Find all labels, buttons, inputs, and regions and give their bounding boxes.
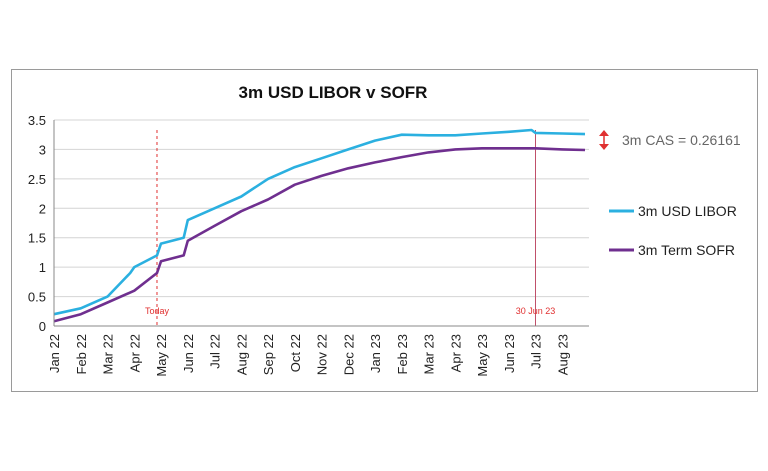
spread-label: 3m CAS = 0.26161 xyxy=(622,132,741,148)
x-tick-label: Sep 22 xyxy=(261,334,276,375)
x-tick-label: Jan 22 xyxy=(47,334,62,373)
legend-label: 3m Term SOFR xyxy=(638,242,735,258)
x-tick-label: Nov 22 xyxy=(315,334,330,375)
y-tick-label: 2 xyxy=(39,201,46,216)
x-tick-label: Jul 23 xyxy=(529,334,544,369)
legend: 3m USD LIBOR 3m Term SOFR xyxy=(609,203,737,258)
y-tick-label: 1 xyxy=(39,260,46,275)
legend-label: 3m USD LIBOR xyxy=(638,203,737,219)
chart-frame: 3m USD LIBOR v SOFR Today 30 Jun 23 0 0.5 1… xyxy=(11,69,758,392)
chart: 3m USD LIBOR v SOFR Today 30 Jun 23 0 0.5 1… xyxy=(28,83,741,377)
gridlines xyxy=(54,119,589,298)
series-lines xyxy=(53,128,586,323)
x-tick-label: Jan 23 xyxy=(368,334,383,373)
x-tick-label: Mar 23 xyxy=(422,334,437,374)
annotations: Today 30 Jun 23 xyxy=(145,130,555,326)
x-tick-label: Jun 23 xyxy=(502,334,517,373)
x-tick-label: Mar 22 xyxy=(101,334,116,374)
axes: 0 0.5 1 1.5 2 2.5 3 3.5 Jan 22 Feb 22 Mar 22 Apr 22… xyxy=(28,113,589,377)
x-tick-label: May 23 xyxy=(475,334,490,377)
x-tick-label: Jun 22 xyxy=(181,334,196,373)
x-tick-label: Dec 22 xyxy=(341,334,356,375)
spread-arrow-down xyxy=(599,144,609,150)
series-line xyxy=(53,147,586,323)
x-tick-label: Oct 22 xyxy=(288,334,303,372)
y-tick-label: 2.5 xyxy=(28,172,46,187)
x-tick-label: Feb 23 xyxy=(395,334,410,374)
x-tick-label: Aug 22 xyxy=(234,334,249,375)
x-tick-label: May 22 xyxy=(154,334,169,377)
y-tick-label: 3.5 xyxy=(28,113,46,128)
y-tick-label: 0 xyxy=(39,319,46,334)
x-tick-label: Feb 22 xyxy=(74,334,89,374)
annotation-label: Today xyxy=(145,306,170,316)
x-tick-label: Apr 22 xyxy=(127,334,142,372)
x-tick-label: Apr 23 xyxy=(448,334,463,372)
y-tick-label: 1.5 xyxy=(28,231,46,246)
spread-arrow-up xyxy=(599,130,609,136)
series-line xyxy=(53,128,586,316)
annotation-label: 30 Jun 23 xyxy=(516,306,556,316)
x-tick-label: Aug 23 xyxy=(555,334,570,375)
x-tick-label: Jul 22 xyxy=(208,334,223,369)
spread-indicator: 3m CAS = 0.26161 xyxy=(599,130,741,150)
y-tick-label: 3 xyxy=(39,142,46,157)
chart-title: 3m USD LIBOR v SOFR xyxy=(239,83,428,102)
y-tick-label: 0.5 xyxy=(28,290,46,305)
